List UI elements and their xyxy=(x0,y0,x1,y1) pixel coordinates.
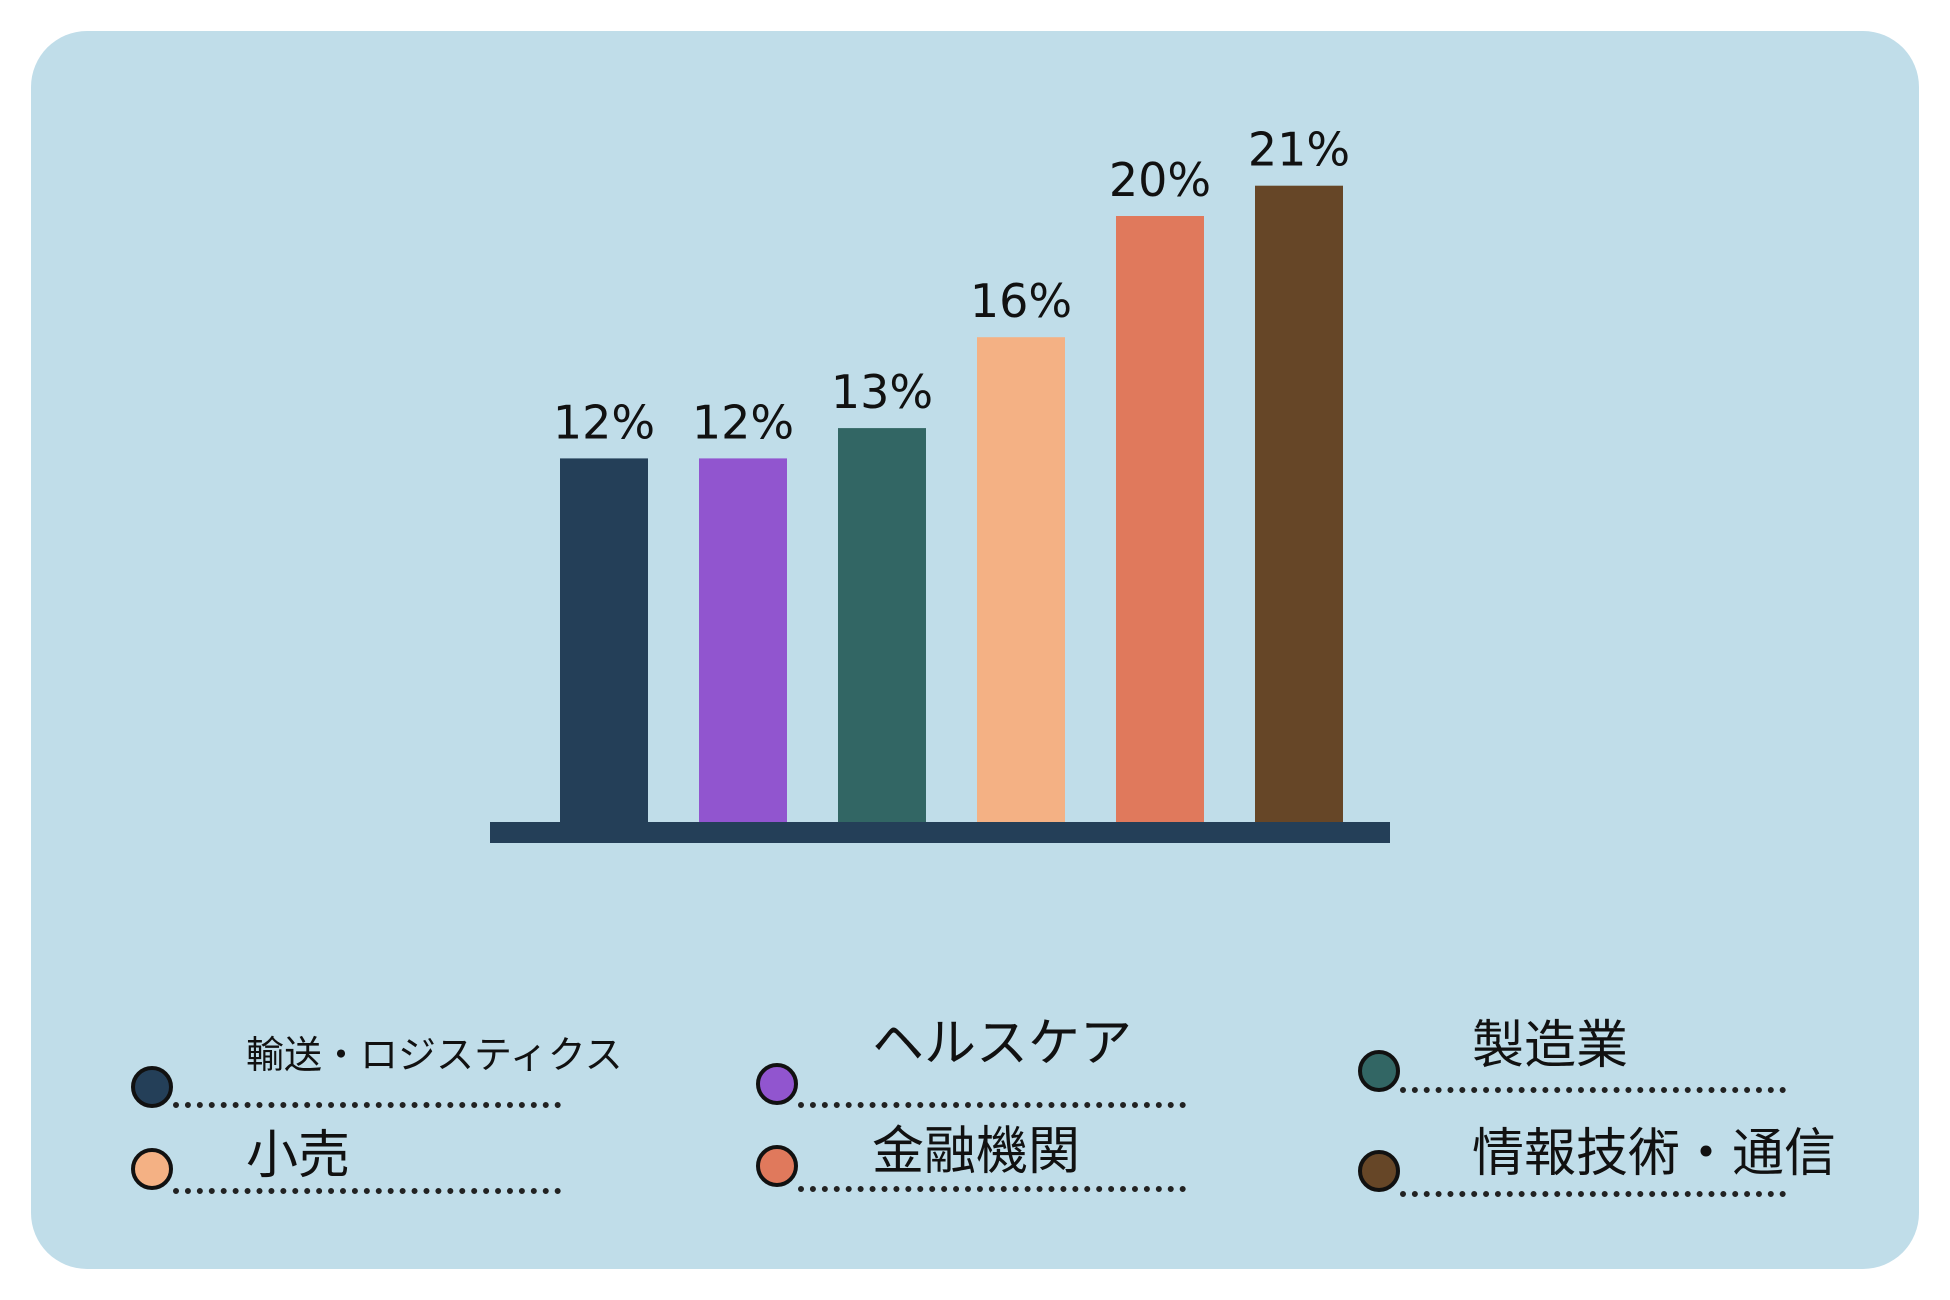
legend-label-finance: 金融機関 xyxy=(872,1122,1081,1182)
legend-label-healthcare: ヘルスケア xyxy=(872,1014,1133,1074)
legend-swatch-it-telecom xyxy=(1358,1150,1400,1192)
legend-label-it-telecom: 情報技術・通信 xyxy=(1472,1124,1837,1184)
x-axis-baseline xyxy=(490,822,1390,843)
data-label-manufacturing: 13% xyxy=(831,365,933,419)
legend-label-manufacturing: 製造業 xyxy=(1472,1016,1629,1076)
data-label-retail: 12% xyxy=(692,395,794,449)
legend-swatch-retail xyxy=(131,1148,173,1190)
bar-retail xyxy=(699,458,787,822)
legend-leader-finance xyxy=(798,1186,1186,1192)
legend-swatch-transport xyxy=(131,1066,173,1108)
data-label-it-telecom: 21% xyxy=(1248,123,1350,177)
chart-card xyxy=(31,31,1919,1269)
bar-finance xyxy=(1116,216,1204,822)
legend-swatch-manufacturing xyxy=(1358,1050,1400,1092)
legend-leader-it-telecom xyxy=(1400,1191,1786,1197)
legend-leader-healthcare xyxy=(798,1102,1186,1108)
legend-leader-transport xyxy=(173,1102,561,1108)
data-label-transport: 12% xyxy=(553,395,655,449)
bar-manufacturing xyxy=(838,428,926,822)
legend-leader-manufacturing xyxy=(1400,1087,1786,1093)
bar-group: 12% 12% 13% 16% 20% 21% xyxy=(553,123,1350,822)
data-label-finance: 20% xyxy=(1109,153,1211,207)
bar-healthcare xyxy=(977,337,1065,822)
legend-label-transport: 輸送・ロジスティクス xyxy=(246,1033,623,1077)
legend-swatch-healthcare xyxy=(756,1063,798,1105)
legend-swatch-finance xyxy=(756,1145,798,1187)
data-label-healthcare: 16% xyxy=(970,274,1072,328)
bar-it-telecom xyxy=(1255,185,1343,822)
bar-transport xyxy=(560,458,648,822)
legend-leader-retail xyxy=(173,1188,561,1194)
legend-label-retail: 小売 xyxy=(246,1126,351,1186)
